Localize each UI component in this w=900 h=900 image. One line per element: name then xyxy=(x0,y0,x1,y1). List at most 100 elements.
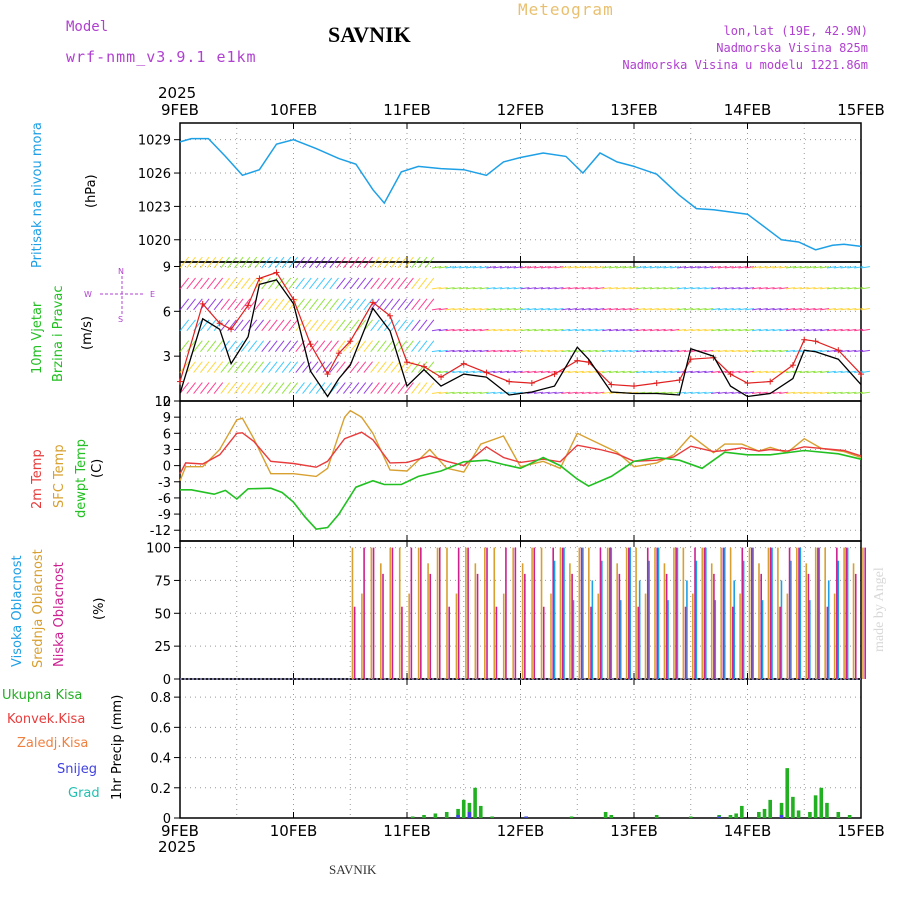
y-tick-label: 0.6 xyxy=(150,721,171,736)
wind-barb xyxy=(717,287,727,290)
wind-barb xyxy=(704,391,714,395)
wind-barb xyxy=(602,287,612,290)
y-tick-label: 1029 xyxy=(138,134,171,149)
wind-barb xyxy=(288,277,299,290)
wind-barb xyxy=(772,349,782,353)
wind-barb xyxy=(677,349,687,353)
wind-barb xyxy=(751,349,762,353)
y-tick-label: 0 xyxy=(163,812,171,827)
wind-barb xyxy=(383,382,394,394)
wind-barb xyxy=(711,307,721,311)
precip-bar xyxy=(478,805,483,818)
wind-barb xyxy=(663,307,673,311)
wind-barb xyxy=(758,266,768,269)
wind-barb xyxy=(513,391,523,395)
wind-barb xyxy=(193,256,203,269)
wind-barb xyxy=(615,287,625,290)
wind-barb xyxy=(649,266,659,269)
wind-barb xyxy=(465,370,475,374)
wind-barb xyxy=(254,382,265,394)
wind-barb xyxy=(786,307,796,311)
snow-bar xyxy=(456,814,460,818)
wind-barb xyxy=(513,287,523,290)
wind-barb xyxy=(588,266,598,269)
wind-barb xyxy=(206,277,217,290)
wind-barb xyxy=(349,298,360,311)
wind-barb xyxy=(390,319,401,332)
wind-barb xyxy=(370,256,380,269)
wind-barb xyxy=(534,391,544,395)
wind-barb xyxy=(724,266,734,269)
wind-barb xyxy=(520,370,530,374)
wind-barb xyxy=(574,287,584,290)
wind-barb xyxy=(261,319,271,332)
precip-legend-freezing: Zaledj.Kisa xyxy=(17,736,89,751)
wind-barb xyxy=(847,328,857,332)
wind-barb xyxy=(445,307,455,311)
wind-barb xyxy=(826,266,836,269)
wind-barb xyxy=(493,307,503,311)
wind-barb xyxy=(826,287,836,290)
precip-bar xyxy=(796,810,801,818)
precip-bar xyxy=(728,814,733,818)
y-tick-label: 0 xyxy=(163,673,171,688)
wind-barb xyxy=(622,307,632,311)
wind-barb xyxy=(745,391,755,395)
wind-barb xyxy=(349,256,360,269)
wind-barb xyxy=(377,382,387,394)
wind-barb xyxy=(608,370,619,374)
wind-barb xyxy=(588,370,598,374)
wind-barb xyxy=(786,391,796,395)
wind-barb xyxy=(179,298,190,311)
wind-barb xyxy=(568,307,578,311)
wind-barb xyxy=(534,370,544,374)
wind-barb xyxy=(568,266,578,269)
wind-barb xyxy=(363,361,373,373)
wind-barb xyxy=(438,349,448,353)
wind-barb xyxy=(534,307,544,311)
wind-barb xyxy=(792,266,802,269)
wind-barb xyxy=(445,287,455,290)
wind-barb xyxy=(806,328,816,332)
wind-barb xyxy=(840,391,850,395)
wind-barb xyxy=(629,328,639,332)
wind-barb xyxy=(751,391,762,395)
wind-barb xyxy=(240,256,251,269)
wind-barb xyxy=(527,349,537,353)
wind-barb xyxy=(186,256,196,269)
wind-barb xyxy=(636,287,646,290)
wind-barb xyxy=(704,328,714,332)
precip-bar xyxy=(444,811,449,818)
wind-barb xyxy=(561,266,571,269)
wind-barb xyxy=(813,391,823,395)
wind-barb xyxy=(213,256,224,269)
y-tick-label: -6 xyxy=(158,492,171,507)
wind-barb xyxy=(602,307,612,311)
wind-barb xyxy=(826,307,836,311)
wind-barb xyxy=(745,307,755,311)
wind-barb xyxy=(568,287,578,290)
wind-barb xyxy=(308,319,319,332)
wind-barb xyxy=(772,391,782,395)
wind-barb xyxy=(390,277,401,290)
wind-barb xyxy=(268,340,278,352)
wind-barb xyxy=(683,349,693,353)
wind-barb xyxy=(377,298,387,311)
wind-barb xyxy=(261,382,271,394)
y-tick-label: 1023 xyxy=(138,200,171,215)
wind-barb xyxy=(322,319,333,332)
wind-barb xyxy=(697,328,707,332)
wind-barb xyxy=(281,340,292,352)
wind-barb xyxy=(424,340,435,352)
wind-barb xyxy=(833,307,843,311)
wind-barb xyxy=(213,340,224,352)
wind-barb xyxy=(234,256,244,269)
wind-barb xyxy=(568,391,578,395)
wind-barb xyxy=(472,370,482,374)
wind-barb xyxy=(383,298,394,311)
wind-barb xyxy=(499,287,510,290)
wind-barb xyxy=(349,382,360,394)
wind-barb xyxy=(581,349,591,353)
y-tick-label: 25 xyxy=(154,640,171,655)
wind-speed-line xyxy=(179,279,862,398)
